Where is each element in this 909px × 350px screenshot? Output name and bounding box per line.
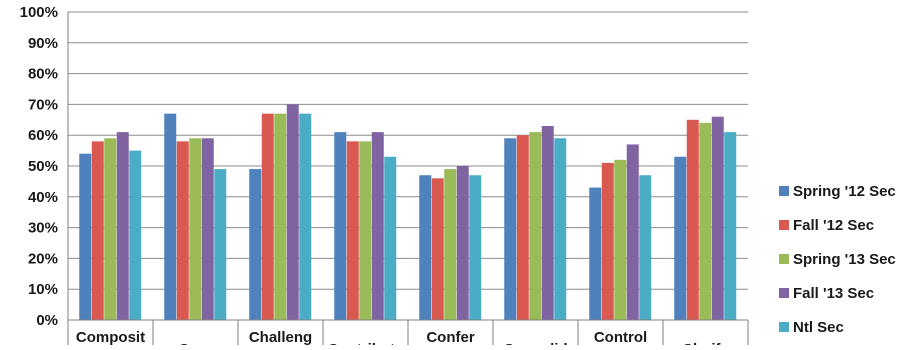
y-tick-label: 60%	[28, 127, 58, 144]
legend-swatch	[779, 322, 789, 332]
y-tick-label: 40%	[28, 189, 58, 206]
bar-fall-12-sec-composit	[91, 141, 104, 320]
bar-fall-13-sec-control	[626, 144, 639, 320]
bar-fall-13-sec-composit	[116, 132, 129, 320]
legend-swatch	[779, 186, 789, 196]
bar-ntl-sec-core	[214, 169, 227, 320]
bar-fall-13-sec-contribute	[371, 132, 384, 320]
legend-swatch	[779, 254, 789, 264]
bar-fall-13-sec-core	[201, 138, 214, 320]
x-tick-label: Control	[594, 329, 647, 345]
x-tick-label: Contribute	[328, 341, 404, 345]
bar-fall-12-sec-challeng	[261, 113, 274, 320]
y-tick-label: 0%	[36, 312, 58, 329]
x-axis-category-labels: Composit Core Challeng Contribute Confer Cons…	[76, 329, 730, 350]
y-tick-label: 80%	[28, 66, 58, 83]
x-tick-label: Challeng	[249, 329, 312, 345]
bar-ntl-sec-control	[639, 175, 652, 320]
bar-ntl-sec-clarify	[724, 132, 737, 320]
x-tick-label: Consolid	[503, 341, 567, 345]
bar-ntl-sec-contribute	[384, 156, 397, 320]
bar-spring-12-sec-consolid	[504, 138, 517, 320]
x-tick-label: Composit	[76, 329, 145, 345]
legend-label: Fall '12 Sec	[793, 217, 874, 234]
legend-label: Ntl Sec	[793, 319, 844, 336]
bar-spring-13-sec-control	[614, 159, 627, 320]
y-tick-label: 30%	[28, 220, 58, 237]
legend-label: Spring '12 Sec	[793, 183, 896, 200]
axes	[67, 12, 749, 346]
bar-fall-12-sec-clarify	[686, 119, 699, 320]
bar-fall-12-sec-control	[601, 162, 614, 320]
y-tick-label: 90%	[28, 35, 58, 52]
legend-label: Spring '13 Sec	[793, 251, 896, 268]
bar-spring-12-sec-confer	[419, 175, 432, 320]
legend-label: Fall '13 Sec	[793, 285, 874, 302]
bar-spring-13-sec-contribute	[359, 141, 372, 320]
bars	[79, 104, 737, 321]
bar-spring-12-sec-composit	[79, 153, 92, 320]
y-tick-label: 50%	[28, 158, 58, 175]
legend-swatch	[779, 220, 789, 230]
bar-fall-12-sec-consolid	[516, 135, 529, 320]
bar-spring-13-sec-clarify	[699, 122, 712, 320]
bar-ntl-sec-consolid	[554, 138, 567, 320]
bar-ntl-sec-composit	[129, 150, 142, 320]
bar-spring-13-sec-composit	[104, 138, 117, 320]
y-tick-label: 20%	[28, 250, 58, 267]
bar-fall-12-sec-confer	[431, 178, 444, 320]
bar-spring-12-sec-control	[589, 187, 602, 320]
bar-spring-13-sec-challeng	[274, 113, 287, 320]
bar-fall-13-sec-clarify	[711, 116, 724, 320]
legend-swatch	[779, 288, 789, 298]
y-tick-label: 70%	[28, 96, 58, 113]
bar-spring-12-sec-challeng	[249, 169, 262, 320]
bar-spring-12-sec-contribute	[334, 132, 347, 320]
y-axis-tick-labels: 0% 10% 20% 30% 40% 50% 60% 70% 80% 90% 100%	[20, 4, 58, 329]
legend: Spring '12 Sec Fall '12 Sec Spring '13 Sec…	[779, 183, 896, 336]
bar-spring-13-sec-confer	[444, 169, 457, 320]
x-tick-label: Clarify	[682, 341, 729, 345]
bar-spring-12-sec-clarify	[674, 156, 687, 320]
bar-fall-13-sec-confer	[456, 166, 469, 320]
bar-ntl-sec-confer	[469, 175, 482, 320]
bar-spring-13-sec-core	[189, 138, 202, 320]
bar-spring-13-sec-consolid	[529, 132, 542, 320]
bar-fall-13-sec-consolid	[541, 125, 554, 321]
y-tick-label: 100%	[20, 4, 58, 21]
x-tick-label: Core	[178, 341, 212, 345]
bar-fall-12-sec-contribute	[346, 141, 359, 320]
bar-ntl-sec-challeng	[299, 113, 312, 320]
x-tick-label: Confer	[426, 329, 474, 345]
bar-fall-12-sec-core	[176, 141, 189, 320]
y-tick-label: 10%	[28, 281, 58, 298]
bar-spring-12-sec-core	[164, 113, 177, 320]
bar-fall-13-sec-challeng	[286, 104, 299, 321]
